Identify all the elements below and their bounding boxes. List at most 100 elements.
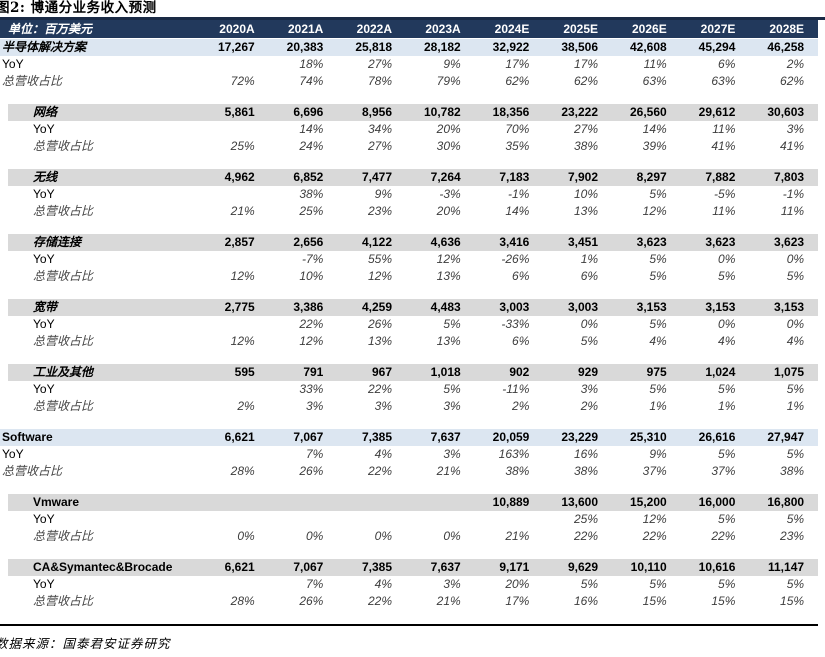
value-cell: 4,962 [224,170,255,184]
yoy-cell: 22% [299,317,324,331]
section-industrial-other: 工业及其他 595 791 967 1,018 902 929 975 1,024 1,075 Yo… [0,364,818,415]
value-cell: 16,800 [767,495,805,509]
share-cell: 21% [505,529,530,543]
value-cell: 1,018 [430,365,461,379]
share-cell: 5% [649,269,667,283]
value-cell: 10,616 [698,560,736,574]
value-cell: 3,003 [568,300,599,314]
value-cell: 3,623 [705,235,736,249]
yoy-cell [200,511,269,528]
yoy-cell: 18% [299,57,324,71]
year-header-cell: 2020A [219,22,255,36]
section-header-row: 网络 5,861 6,696 8,956 10,782 18,356 23,222 26,56… [0,104,818,121]
share-cell: 0% [443,529,461,543]
value-cell: 46,258 [767,40,805,54]
value-cell: 30,603 [767,105,805,119]
value-cell: 23,222 [561,105,599,119]
section-header-row: 宽带 2,775 3,386 4,259 4,483 3,003 3,003 3,153 3,1… [0,299,818,316]
yoy-cell: 9% [374,187,393,201]
value-cell: 2,656 [293,235,324,249]
value-cell: 42,608 [630,40,667,54]
yoy-cell: 5% [786,447,805,461]
value-cell: 28,182 [423,40,461,54]
share-cell: 28% [230,464,255,478]
yoy-cell [200,381,269,398]
share-cell: 78% [367,74,393,88]
data-source-note: 数据来源：国泰君安证券研究 [0,636,171,651]
yoy-cell: 22% [367,382,393,396]
value-cell: 13,600 [561,495,599,509]
yoy-cell: 5% [649,317,667,331]
yoy-cell: 9% [443,57,461,71]
yoy-cell [269,511,338,528]
yoy-cell: 26% [367,317,393,331]
share-cell: 3% [306,399,324,413]
value-cell: 7,637 [430,560,461,574]
yoy-cell: 34% [367,122,393,136]
value-cell: 23,229 [561,430,599,444]
yoy-cell: 3% [580,382,599,396]
share-cell: 38% [505,464,530,478]
share-cell: 16% [574,594,599,608]
section-broadband: 宽带 2,775 3,386 4,259 4,483 3,003 3,003 3,153 3,1… [0,299,818,350]
share-cell: 12% [230,269,255,283]
yoy-cell: 7% [306,577,324,591]
yoy-cell: -33% [501,317,530,331]
yoy-cell: 0% [580,317,599,331]
yoy-cell [200,121,269,138]
yoy-cell: 0% [786,252,805,266]
share-label: 总营收占比 [2,464,63,478]
value-cell: 7,385 [361,430,393,444]
value-cell: 4,483 [430,300,461,314]
yoy-cell: 12% [642,512,667,526]
value-cell: 7,637 [430,430,461,444]
yoy-cell [200,446,269,463]
value-cell: 6,696 [293,105,324,119]
value-cell: 7,882 [705,170,736,184]
table-bottom-rule [0,624,818,626]
value-cell: 3,623 [636,235,667,249]
share-row: 总营收占比 21% 25% 23% 20% 14% 13% 12% 11% 11% [0,203,818,220]
share-cell: 6% [580,269,599,283]
share-cell: 41% [711,139,736,153]
share-cell: 4% [649,334,667,348]
yoy-cell: 5% [786,382,805,396]
section-name-label: 宽带 [33,300,58,314]
share-cell: 4% [718,334,736,348]
yoy-cell: 27% [367,57,393,71]
value-cell: 6,621 [224,560,255,574]
value-cell: 15,200 [630,495,667,509]
share-cell: 6% [512,334,530,348]
yoy-cell [200,576,269,593]
share-row: 总营收占比 12% 12% 13% 13% 6% 5% 4% 4% 4% [0,333,818,350]
share-cell: 13% [574,204,599,218]
yoy-label: YoY [33,382,55,396]
share-cell: 62% [574,74,599,88]
yoy-cell: 5% [649,382,667,396]
yoy-cell: 163% [498,447,530,461]
share-row: 总营收占比 2% 3% 3% 3% 2% 2% 1% 1% 1% [0,398,818,415]
yoy-cell: 5% [786,512,805,526]
yoy-row: YoY 18% 27% 9% 17% 17% 11% 6% 2% [0,56,818,73]
value-cell: 20,383 [286,40,324,54]
share-cell: 12% [367,269,393,283]
section-semiconductor-solutions: 半导体解决方案 17,267 20,383 25,818 28,182 32,922 38,… [0,39,818,90]
share-cell: 22% [367,594,393,608]
value-cell: 975 [646,365,667,379]
year-header-cell: 2023A [425,22,461,36]
value-cell: 45,294 [698,40,736,54]
yoy-label: YoY [33,577,55,591]
share-label: 总营收占比 [33,204,94,218]
share-cell: 1% [718,399,736,413]
yoy-label: YoY [33,317,55,331]
share-cell: 3% [443,399,461,413]
share-cell: 22% [367,464,393,478]
section-name-label: 工业及其他 [33,365,94,379]
value-cell [200,494,269,511]
value-cell: 7,264 [430,170,461,184]
share-cell: 13% [367,334,393,348]
yoy-label: YoY [2,57,24,71]
year-header-cell: 2022A [356,22,393,36]
yoy-cell: 5% [443,317,461,331]
value-cell: 7,477 [361,170,393,184]
